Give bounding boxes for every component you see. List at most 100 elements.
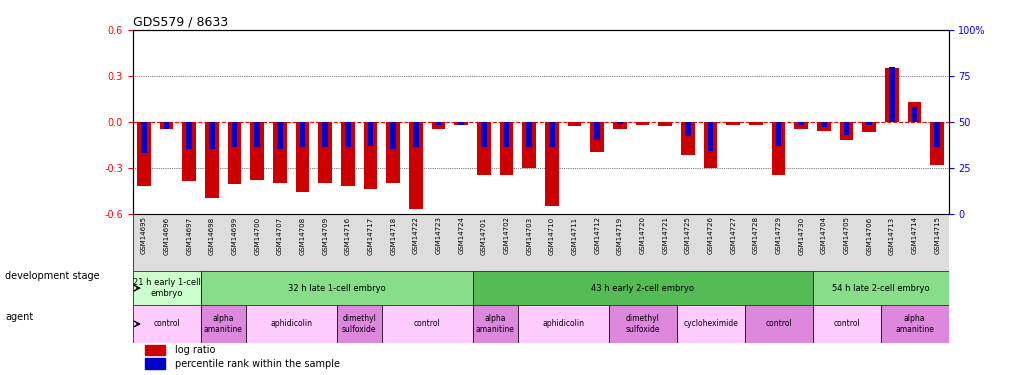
Text: dimethyl
sulfoxide: dimethyl sulfoxide	[341, 314, 376, 334]
Bar	[132, 305, 201, 343]
Bar	[608, 305, 676, 343]
Bar	[458, 122, 464, 125]
Bar	[454, 122, 468, 125]
Bar	[658, 122, 672, 126]
Text: control: control	[764, 320, 791, 328]
Bar	[340, 122, 355, 186]
Bar	[911, 107, 916, 122]
Bar	[277, 122, 282, 149]
Bar	[182, 122, 196, 182]
Text: GSM14709: GSM14709	[322, 216, 328, 255]
Text: control: control	[414, 320, 440, 328]
Bar	[707, 122, 712, 151]
Bar	[481, 122, 486, 147]
Bar	[186, 122, 192, 149]
Bar	[843, 122, 849, 135]
Text: GSM14729: GSM14729	[774, 216, 781, 254]
Text: GSM14715: GSM14715	[933, 216, 940, 254]
Bar	[522, 122, 536, 168]
Bar	[251, 122, 264, 180]
Bar	[681, 122, 694, 155]
Text: GSM14700: GSM14700	[254, 216, 260, 255]
Bar	[431, 122, 445, 129]
Bar	[413, 122, 419, 147]
Text: GSM14730: GSM14730	[798, 216, 803, 255]
Text: 54 h late 2-cell embryo: 54 h late 2-cell embryo	[830, 284, 928, 292]
Bar	[201, 305, 246, 343]
Bar	[344, 122, 351, 147]
Bar	[884, 68, 898, 122]
Bar	[145, 358, 165, 369]
Text: GSM14697: GSM14697	[186, 216, 192, 255]
Text: GSM14707: GSM14707	[277, 216, 282, 255]
Bar	[676, 305, 744, 343]
Bar	[296, 122, 309, 192]
Bar	[205, 122, 218, 198]
Text: GSM14719: GSM14719	[616, 216, 623, 255]
Bar	[839, 122, 853, 140]
Text: GSM14728: GSM14728	[752, 216, 758, 254]
Text: GSM14698: GSM14698	[209, 216, 215, 255]
Text: 43 h early 2-cell embryo: 43 h early 2-cell embryo	[591, 284, 693, 292]
Bar	[879, 305, 948, 343]
Text: GDS579 / 8633: GDS579 / 8633	[132, 16, 227, 29]
Text: GSM14727: GSM14727	[730, 216, 736, 254]
Text: GSM14705: GSM14705	[843, 216, 849, 254]
Bar	[435, 122, 441, 125]
Text: GSM14726: GSM14726	[707, 216, 713, 254]
Bar	[635, 122, 649, 125]
Text: cycloheximide: cycloheximide	[683, 320, 738, 328]
Bar	[616, 122, 623, 124]
Bar	[368, 122, 373, 146]
Bar	[612, 122, 626, 129]
Text: GSM14703: GSM14703	[526, 216, 532, 255]
Bar	[526, 122, 532, 147]
Bar	[145, 345, 165, 355]
Bar	[726, 122, 740, 125]
Text: GSM14722: GSM14722	[413, 216, 419, 254]
Bar	[227, 122, 242, 184]
Text: GSM14716: GSM14716	[344, 216, 351, 255]
Bar	[775, 122, 781, 146]
Bar	[518, 305, 608, 343]
Bar	[318, 122, 332, 183]
Text: dimethyl
sulfoxide: dimethyl sulfoxide	[625, 314, 659, 334]
Text: log ratio: log ratio	[175, 345, 215, 355]
Bar	[590, 122, 603, 152]
Bar	[209, 122, 215, 149]
Bar	[201, 271, 472, 305]
Text: GSM14717: GSM14717	[367, 216, 373, 255]
Bar	[798, 122, 803, 125]
Bar	[865, 122, 871, 125]
Bar	[748, 122, 762, 125]
Bar	[794, 122, 807, 129]
Bar	[503, 122, 508, 147]
Bar	[231, 122, 237, 147]
Bar	[744, 305, 812, 343]
Text: control: control	[153, 320, 179, 328]
Text: aphidicolin: aphidicolin	[542, 320, 584, 328]
Text: GSM14712: GSM14712	[594, 216, 599, 254]
Bar	[820, 122, 826, 127]
Text: GSM14720: GSM14720	[639, 216, 645, 254]
Text: alpha
amanitine: alpha amanitine	[204, 314, 243, 334]
Bar	[381, 305, 472, 343]
Bar	[386, 122, 399, 183]
Bar	[254, 122, 260, 147]
Bar	[322, 122, 328, 147]
Text: GSM14718: GSM14718	[390, 216, 395, 255]
Text: GSM14704: GSM14704	[820, 216, 826, 254]
Bar	[816, 122, 829, 131]
Text: GSM14725: GSM14725	[685, 216, 690, 254]
Text: GSM14706: GSM14706	[865, 216, 871, 255]
Bar	[499, 122, 513, 175]
Text: GSM14696: GSM14696	[163, 216, 169, 255]
Text: alpha
amanitine: alpha amanitine	[475, 314, 515, 334]
Text: GSM14711: GSM14711	[571, 216, 577, 255]
Text: GSM14708: GSM14708	[300, 216, 306, 255]
Bar	[594, 122, 599, 140]
Bar	[771, 122, 785, 175]
Bar	[409, 122, 422, 209]
Bar	[137, 122, 151, 186]
Bar	[544, 122, 558, 206]
